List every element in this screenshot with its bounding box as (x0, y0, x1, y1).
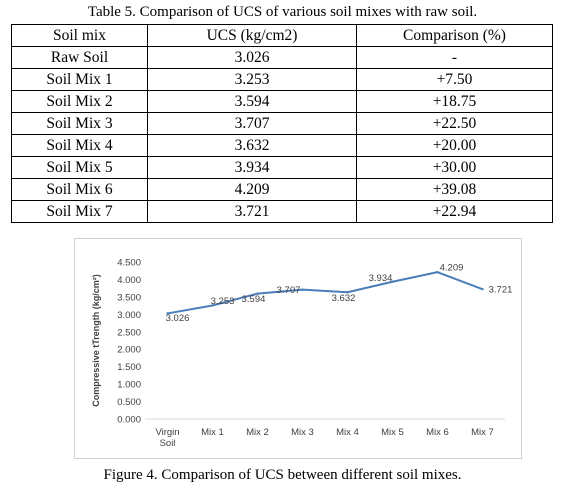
cell-ucs: 4.209 (147, 178, 357, 201)
cell-comparison: +7.50 (356, 68, 553, 91)
cell-ucs: 3.594 (147, 90, 357, 113)
cell-ucs: 3.253 (147, 68, 357, 91)
ucs-line-chart: 0.000 0.500 1.000 1.500 2.000 2.500 3.000 3.500… (74, 238, 522, 459)
series-line (167, 271, 483, 315)
cell-comparison: +30.00 (356, 156, 553, 179)
data-label: 3.026 (166, 313, 190, 324)
cell-ucs: 3.721 (147, 200, 357, 223)
table-row: Soil Mix 6 4.209 +39.08 (11, 178, 553, 201)
y-axis-title: Compressive tTrength (kg/cm²) (91, 274, 101, 407)
header-ucs: UCS (kg/cm2) (147, 24, 357, 47)
cell-soil-mix: Soil Mix 4 (11, 134, 148, 157)
header-comparison: Comparison (%) (356, 24, 553, 47)
chart-canvas: 0.000 0.500 1.000 1.500 2.000 2.500 3.000 3.500… (91, 258, 513, 450)
table-row: Soil Mix 4 3.632 +20.00 (11, 134, 553, 157)
y-tick-label: 3.000 (117, 310, 141, 321)
x-tick-label: Mix 6 (426, 427, 449, 438)
data-point (256, 292, 259, 295)
table-row: Soil Mix 7 3.721 +22.94 (11, 200, 553, 223)
cell-ucs: 3.934 (147, 156, 357, 179)
data-point (346, 291, 349, 294)
y-tick-label: 2.000 (117, 345, 141, 356)
x-tick-label: Mix 2 (246, 427, 269, 438)
y-tick-label: 2.500 (117, 327, 141, 338)
cell-comparison: +20.00 (356, 134, 553, 157)
cell-soil-mix: Soil Mix 2 (11, 90, 148, 113)
y-tick-label: 0.000 (117, 415, 141, 426)
cell-soil-mix: Soil Mix 3 (11, 112, 148, 135)
cell-ucs: 3.632 (147, 134, 357, 157)
x-tick-label: Mix 4 (336, 427, 359, 438)
cell-comparison: +22.94 (356, 200, 553, 223)
cell-soil-mix: Soil Mix 6 (11, 178, 148, 201)
y-tick-label: 0.500 (117, 397, 141, 408)
cell-soil-mix: Raw Soil (11, 46, 148, 69)
data-point (481, 287, 484, 291)
cell-soil-mix: Soil Mix 7 (11, 200, 148, 223)
data-point (391, 280, 394, 283)
table-caption: Table 5. Comparison of UCS of various so… (87, 4, 478, 20)
data-label: 3.707 (277, 285, 301, 296)
figure-caption: Figure 4. Comparison of UCS between diff… (103, 467, 462, 483)
table-row: Soil Mix 2 3.594 +18.75 (11, 90, 553, 113)
cell-soil-mix: Soil Mix 1 (11, 68, 148, 91)
table-row: Soil Mix 3 3.707 +22.50 (11, 112, 553, 135)
cell-comparison: +22.50 (356, 112, 553, 135)
cell-soil-mix: Soil Mix 5 (11, 156, 148, 179)
y-tick-label: 1.500 (117, 362, 141, 373)
data-label: 3.594 (242, 294, 266, 305)
data-label: 3.934 (369, 273, 393, 284)
cell-comparison: +18.75 (356, 90, 553, 113)
data-label: 3.721 (489, 285, 513, 296)
y-tick-label: 1.000 (117, 380, 141, 391)
y-tick-label: 4.000 (117, 275, 141, 286)
data-label: 4.209 (440, 263, 464, 274)
header-soil-mix: Soil mix (11, 24, 148, 47)
data-label: 3.253 (211, 296, 235, 307)
table-row: Raw Soil 3.026 - (11, 46, 553, 69)
cell-ucs: 3.707 (147, 112, 357, 135)
table-row: Soil Mix 1 3.253 +7.50 (11, 68, 553, 91)
ucs-comparison-table: Soil mix UCS (kg/cm2) Comparison (%) Raw… (11, 24, 553, 223)
x-tick-label: Mix 3 (291, 427, 314, 438)
x-tick-label: Mix 1 (201, 427, 224, 438)
data-point (211, 304, 214, 307)
data-point (436, 270, 439, 274)
table-header-row: Soil mix UCS (kg/cm2) Comparison (%) (11, 24, 553, 47)
x-tick-label: Virgin Soil (155, 427, 179, 449)
data-point (166, 312, 169, 315)
cell-ucs: 3.026 (147, 46, 357, 69)
x-tick-label: Mix 7 (471, 427, 494, 438)
y-tick-label: 3.500 (117, 292, 141, 303)
cell-comparison: - (356, 46, 553, 69)
cell-comparison: +39.08 (356, 178, 553, 201)
x-tick-label: Mix 5 (381, 427, 404, 438)
data-label: 3.632 (332, 293, 356, 304)
y-tick-label: 4.500 (117, 258, 141, 269)
table-row: Soil Mix 5 3.934 +30.00 (11, 156, 553, 179)
data-point (301, 288, 304, 291)
